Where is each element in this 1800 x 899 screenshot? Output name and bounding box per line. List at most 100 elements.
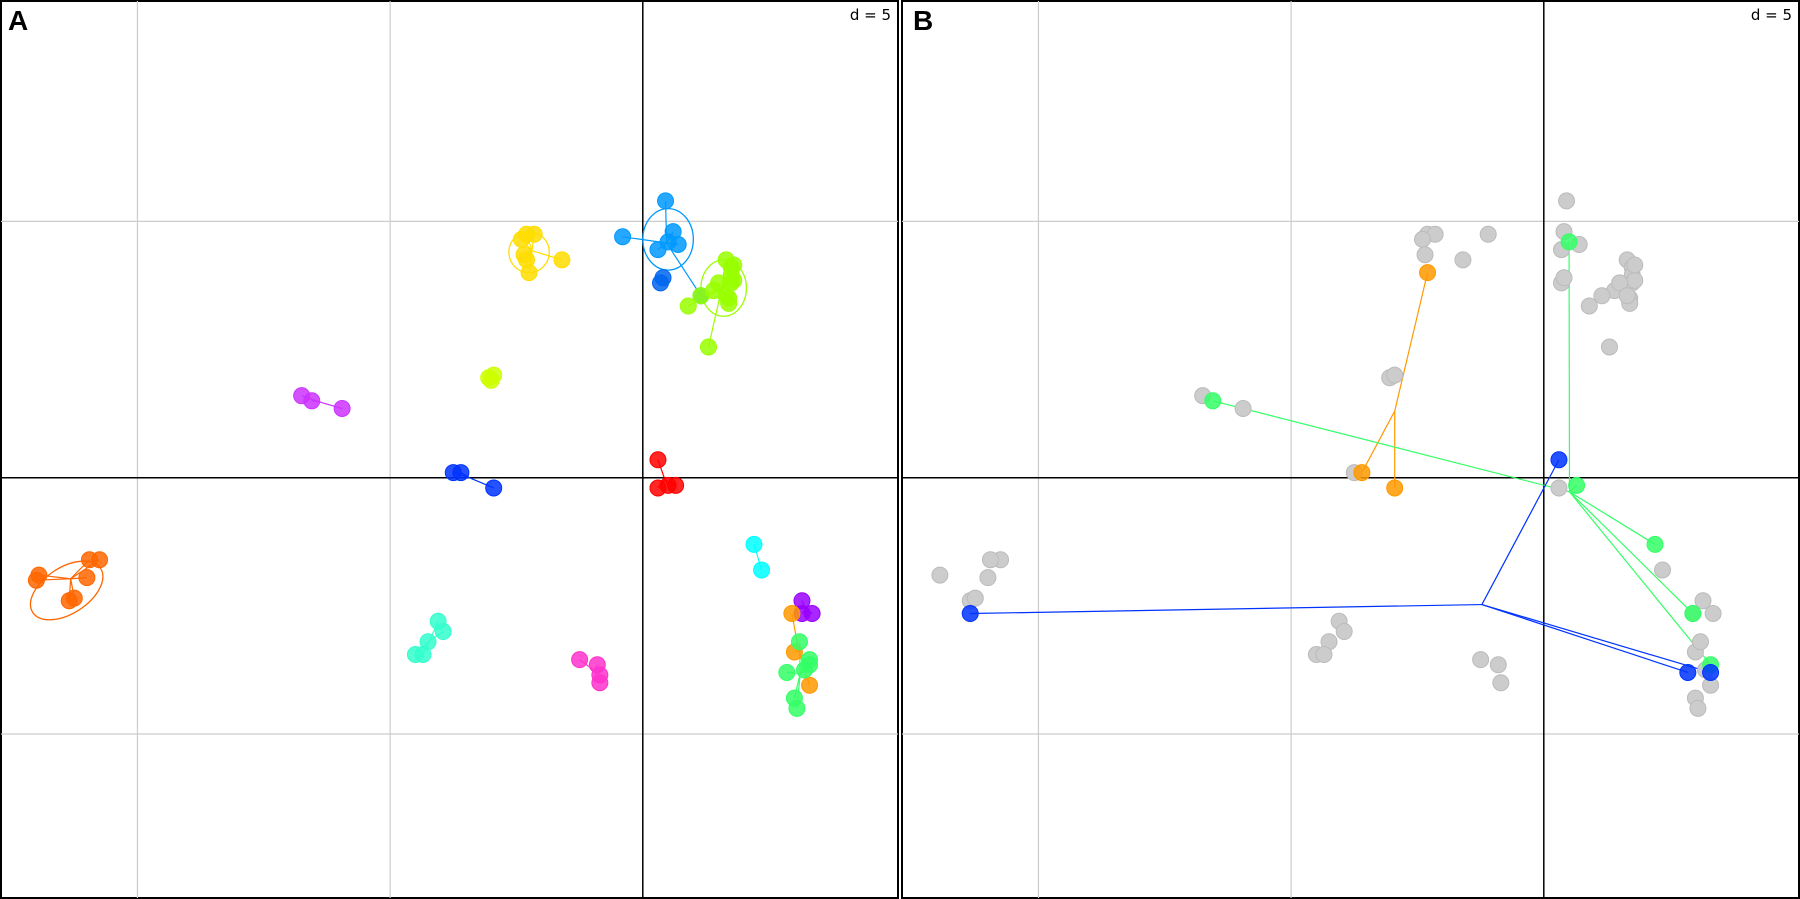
data-point	[1646, 535, 1664, 553]
panel-a-frame	[0, 0, 899, 899]
panel-a-gridlines	[1, 1, 898, 898]
data-point	[1454, 251, 1472, 269]
data-point	[520, 264, 538, 282]
data-point	[591, 666, 609, 684]
data-point	[571, 651, 589, 669]
panel-a-letter: A	[8, 5, 28, 36]
link-line	[1481, 603, 1689, 674]
data-point	[452, 464, 470, 482]
data-point	[1489, 656, 1507, 674]
panel-b-frame	[901, 0, 1800, 899]
data-point	[649, 241, 667, 259]
data-point	[614, 228, 632, 246]
data-point	[333, 399, 351, 417]
panel-b-letter: B	[913, 5, 933, 36]
panel-a-scale-label: d = 5	[850, 6, 891, 24]
data-point	[790, 633, 808, 651]
link-line	[1394, 272, 1429, 412]
data-point	[692, 287, 710, 305]
data-point	[1679, 663, 1697, 681]
data-point	[1550, 479, 1568, 497]
panel-b-gridlines	[902, 1, 1799, 898]
data-point	[553, 251, 571, 269]
data-point	[1626, 256, 1644, 274]
data-point	[1419, 264, 1437, 282]
panel-a-points	[27, 192, 821, 717]
data-point	[1694, 592, 1712, 610]
data-point	[649, 451, 667, 469]
data-point	[1568, 476, 1586, 494]
data-point	[1684, 605, 1702, 623]
link-line	[1481, 603, 1711, 674]
data-point	[80, 551, 98, 569]
data-point	[1492, 674, 1510, 692]
data-point	[1689, 699, 1707, 717]
data-point	[710, 274, 728, 292]
data-point	[1234, 399, 1252, 417]
link-line	[666, 242, 702, 297]
data-point	[783, 605, 801, 623]
link-line	[1569, 491, 1712, 666]
data-point	[699, 338, 717, 356]
data-point	[961, 605, 979, 623]
data-point	[717, 287, 735, 305]
data-point	[657, 192, 675, 210]
data-point	[745, 535, 763, 553]
data-point	[1353, 464, 1371, 482]
data-point	[1654, 561, 1672, 579]
data-point	[966, 589, 984, 607]
data-point	[1335, 622, 1353, 640]
link-line	[1569, 491, 1694, 614]
data-point	[1386, 366, 1404, 384]
data-point	[1204, 392, 1222, 410]
panel-b-scatter: B d = 5	[901, 0, 1800, 899]
data-point	[725, 271, 743, 289]
link-line	[1212, 400, 1570, 493]
data-point	[725, 256, 743, 274]
data-point	[1558, 192, 1576, 210]
link-line	[1569, 491, 1656, 545]
data-point	[1315, 646, 1333, 664]
data-point	[1416, 246, 1434, 264]
data-point	[1414, 230, 1432, 248]
data-point	[1479, 225, 1497, 243]
data-point	[981, 551, 999, 569]
data-point	[482, 371, 500, 389]
data-point	[679, 297, 697, 315]
data-point	[801, 676, 819, 694]
data-point	[1618, 287, 1636, 305]
data-point	[65, 589, 83, 607]
link-line	[1361, 410, 1396, 473]
data-point	[78, 569, 96, 587]
link-line	[970, 603, 1482, 615]
data-point	[1593, 287, 1611, 305]
data-point	[414, 646, 432, 664]
data-point	[485, 479, 503, 497]
data-point	[434, 622, 452, 640]
data-point	[1600, 338, 1618, 356]
data-point	[1580, 297, 1598, 315]
data-point	[788, 699, 806, 717]
link-line	[1481, 459, 1560, 605]
data-point	[753, 561, 771, 579]
data-point	[801, 656, 819, 674]
data-point	[513, 230, 531, 248]
data-point	[1560, 233, 1578, 251]
data-point	[667, 476, 685, 494]
data-point	[979, 569, 997, 587]
data-point	[1386, 479, 1404, 497]
panel-b-scale-label: d = 5	[1751, 6, 1792, 24]
data-point	[1691, 633, 1709, 651]
panel-a-scatter: A d = 5	[0, 0, 899, 899]
data-point	[1555, 269, 1573, 287]
data-point	[931, 566, 949, 584]
data-point	[778, 663, 796, 681]
data-point	[303, 392, 321, 410]
panel-b-points	[931, 192, 1722, 717]
data-point	[1611, 274, 1629, 292]
data-point	[1626, 271, 1644, 289]
data-point	[1550, 451, 1568, 469]
data-point	[27, 571, 45, 589]
data-point	[1704, 605, 1722, 623]
